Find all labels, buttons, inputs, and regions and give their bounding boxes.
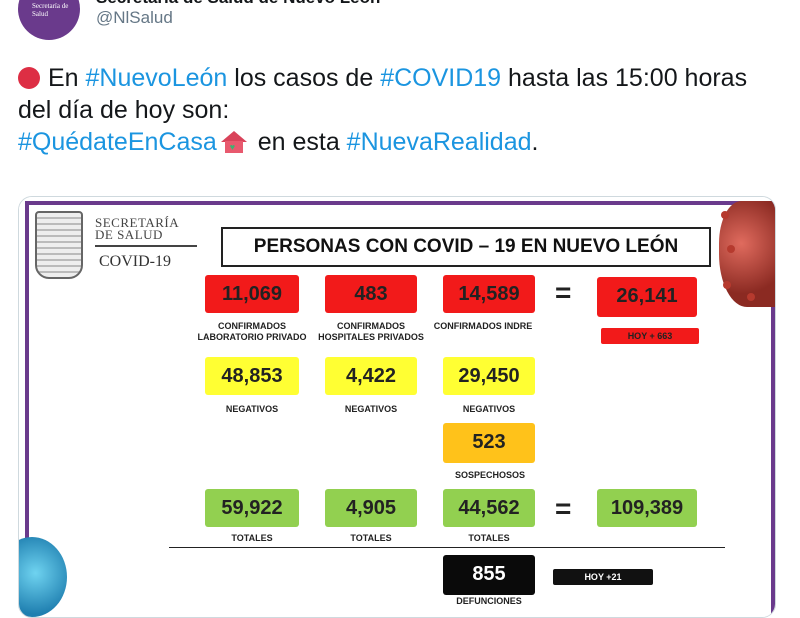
deaths-caption: DEFUNCIONES	[456, 596, 522, 606]
totals-private-hospitals-caption: TOTALES	[350, 533, 392, 543]
negatives-private-lab-box: 48,853	[205, 357, 299, 395]
totals-private-hospitals-box: 4,905	[325, 489, 417, 527]
totals-private-lab-caption: TOTALES	[231, 533, 273, 543]
confirmed-private-lab-box: 11,069	[205, 275, 299, 313]
confirmed-today-badge: HOY + 663	[601, 328, 699, 344]
negatives-private-hospitals-box: 4,422	[325, 357, 417, 395]
deaths-today-badge: HOY +21	[553, 569, 653, 585]
hashtag-nuevarealidad[interactable]: #NuevaRealidad	[346, 128, 532, 156]
negatives-private-hospitals-value: 4,422	[345, 365, 397, 387]
totals-private-lab-value: 59,922	[221, 497, 283, 519]
suspects-value: 523	[472, 431, 506, 453]
infographic-frame	[25, 201, 775, 617]
confirmed-total-box: 26,141	[597, 277, 697, 317]
totals-private-hospitals-value: 4,905	[345, 497, 397, 519]
confirmed-private-hospitals-box: 483	[325, 275, 417, 313]
tweet-text: En #NuevoLeón los casos de #COVID19 hast…	[18, 62, 778, 158]
totals-indre-value: 44,562	[458, 497, 520, 519]
negatives-private-hospitals-caption: NEGATIVOS	[344, 404, 398, 414]
totals-indre-box: 44,562	[443, 489, 535, 527]
grand-total-box: 109,389	[597, 489, 697, 527]
confirmed-private-hospitals-value: 483	[354, 283, 388, 305]
avatar[interactable]: Secretaría de Salud	[18, 0, 80, 40]
negatives-indre-value: 29,450	[458, 365, 520, 387]
totals-private-lab-box: 59,922	[205, 489, 299, 527]
org-divider	[95, 245, 197, 247]
hashtag-quedateencasa[interactable]: #QuédateEnCasa	[18, 128, 217, 156]
account-name[interactable]: Secretaría de Salud de Nuevo León	[96, 0, 380, 8]
confirmed-private-hospitals-caption: CONFIRMADOS HOSPITALES PRIVADOS	[318, 321, 424, 342]
confirmed-indre-box: 14,589	[443, 275, 535, 313]
infographic-headline: PERSONAS CON COVID – 19 EN NUEVO LEÓN	[221, 227, 711, 267]
tweet-text-5: .	[531, 128, 539, 156]
hashtag-nuevoleon[interactable]: #NuevoLeón	[85, 64, 228, 92]
tweet-media-card[interactable]: SECRETARÍA DE SALUD COVID-19 PERSONAS CO…	[18, 196, 776, 618]
negatives-indre-box: 29,450	[443, 357, 535, 395]
totals-divider	[169, 547, 725, 548]
equals-sign-totals: =	[555, 493, 572, 524]
house-with-heart-icon: ♥	[220, 131, 247, 153]
negatives-private-lab-value: 48,853	[221, 365, 283, 387]
confirmed-private-lab-caption: CONFIRMADOS LABORATORIO PRIVADO	[197, 321, 307, 342]
suspects-caption: SOSPECHOSOS	[454, 470, 526, 480]
org-line-1: SECRETARÍA	[95, 215, 180, 230]
negatives-private-lab-caption: NEGATIVOS	[225, 404, 279, 414]
state-crest-icon	[35, 211, 83, 279]
avatar-text: Secretaría de Salud	[32, 2, 69, 18]
confirmed-indre-caption: CONFIRMADOS INDRE	[433, 321, 533, 331]
equals-sign-confirmed: =	[555, 277, 572, 308]
account-handle[interactable]: @NlSalud	[96, 8, 173, 27]
negatives-indre-caption: NEGATIVOS	[462, 404, 516, 414]
virus-icon	[719, 201, 775, 307]
confirmed-total-value: 26,141	[616, 285, 678, 307]
confirmed-indre-value: 14,589	[458, 283, 520, 305]
totals-indre-caption: TOTALES	[468, 533, 510, 543]
red-circle-icon	[18, 67, 40, 89]
tweet-text-2: los casos de	[227, 64, 381, 92]
deaths-box: 855	[443, 555, 535, 595]
tweet-text-3: hasta las 15:00 horas del día de hoy son…	[18, 64, 748, 124]
deaths-value: 855	[472, 563, 506, 585]
tweet-text-4: en esta	[250, 128, 347, 156]
confirmed-private-lab-value: 11,069	[221, 283, 283, 305]
suspects-box: 523	[443, 423, 535, 463]
org-line-2: DE SALUD	[95, 227, 163, 242]
hashtag-covid19[interactable]: #COVID19	[380, 64, 502, 92]
grand-total-value: 109,389	[610, 497, 684, 519]
tweet-text-1: En	[48, 64, 86, 92]
covid-infographic: SECRETARÍA DE SALUD COVID-19 PERSONAS CO…	[19, 197, 775, 617]
org-name: SECRETARÍA DE SALUD	[95, 215, 180, 242]
covid-label: COVID-19	[99, 253, 171, 270]
